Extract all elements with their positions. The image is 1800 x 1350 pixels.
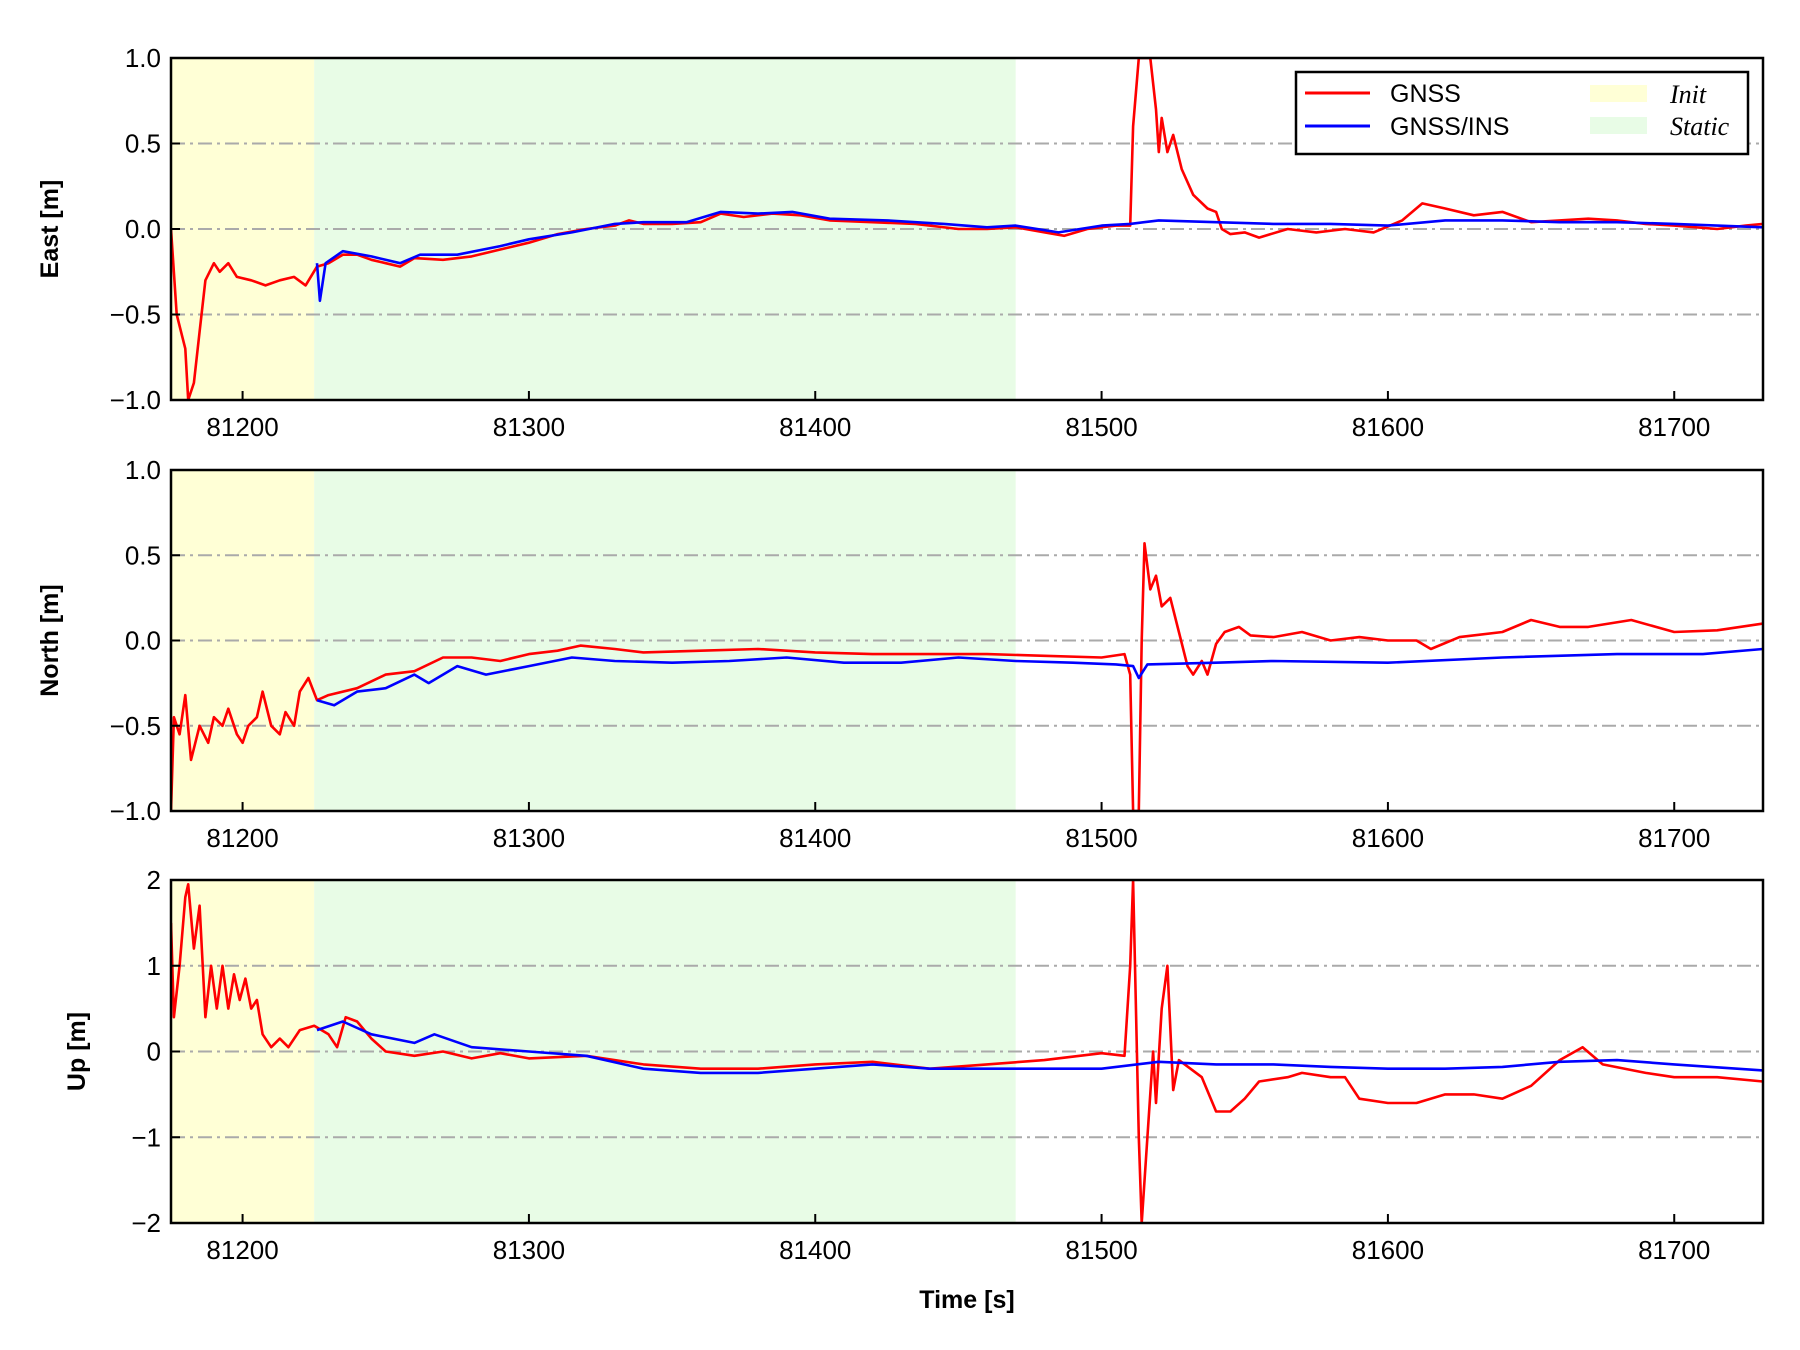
- x-tick-label: 81400: [779, 412, 851, 442]
- x-tick-label: 81300: [493, 1235, 565, 1265]
- legend-patch-static: [1590, 117, 1647, 134]
- y-tick-label: 0.5: [125, 540, 161, 570]
- x-tick-label: 81400: [779, 823, 851, 853]
- y-axis-label: Up [m]: [63, 1012, 91, 1091]
- series-gnss: [171, 58, 1763, 400]
- y-axis-label: East [m]: [36, 180, 64, 279]
- x-tick-label: 81200: [206, 412, 278, 442]
- x-tick-label: 81400: [779, 1235, 851, 1265]
- x-tick-label: 81300: [493, 412, 565, 442]
- y-tick-label: 0.0: [125, 214, 161, 244]
- x-tick-label: 81200: [206, 823, 278, 853]
- legend: GNSS GNSS/INS Init Static: [1294, 70, 1750, 156]
- legend-label-gnss-ins: GNSS/INS: [1390, 113, 1509, 141]
- panel-0: 81200 81300 81400 81500 81600 81700 1.0 0.5 0.0 −…: [36, 43, 1765, 442]
- x-tick-label: 81200: [206, 1235, 278, 1265]
- x-tick-label: 81600: [1352, 823, 1424, 853]
- x-tick-label: 81600: [1352, 1235, 1424, 1265]
- x-tick-label: 81500: [1065, 412, 1137, 442]
- series-gnss: [171, 880, 1763, 1223]
- y-tick-label: 1.0: [125, 455, 161, 485]
- x-tick-label: 81500: [1065, 823, 1137, 853]
- x-tick-label: 81700: [1638, 412, 1710, 442]
- panel-1: 81200 81300 81400 81500 81600 81700 1.0 0.5 0.0 −…: [36, 455, 1765, 853]
- y-tick-label: 0.0: [125, 626, 161, 656]
- x-tick-label: 81300: [493, 823, 565, 853]
- y-tick-label: −0.5: [110, 711, 161, 741]
- x-tick-label: 81700: [1638, 823, 1710, 853]
- y-tick-label: 1: [147, 951, 161, 981]
- y-tick-label: −1: [131, 1122, 161, 1152]
- x-tick-label: 81700: [1638, 1235, 1710, 1265]
- panel-2: 81200 81300 81400 81500 81600 81700 2 1 0 −1 −2 Up …: [63, 865, 1765, 1265]
- y-tick-label: −1.0: [110, 796, 161, 826]
- series-gnss-ins: [316, 1020, 1763, 1075]
- y-tick-label: −0.5: [110, 300, 161, 330]
- x-tick-label: 81500: [1065, 1235, 1137, 1265]
- y-tick-label: 0.5: [125, 129, 161, 159]
- y-tick-label: −1.0: [110, 385, 161, 415]
- x-axis-label: Time [s]: [919, 1286, 1014, 1314]
- y-tick-label: 1.0: [125, 43, 161, 73]
- y-axis-label: North [m]: [36, 584, 64, 696]
- y-tick-label: −2: [131, 1208, 161, 1238]
- y-tick-label: 0: [147, 1037, 161, 1067]
- legend-label-static: Static: [1670, 112, 1730, 141]
- series-gnss-ins: [315, 210, 1763, 303]
- x-tick-label: 81600: [1352, 412, 1424, 442]
- series-gnss: [171, 541, 1763, 811]
- legend-patch-init: [1590, 85, 1647, 102]
- legend-label-init: Init: [1669, 80, 1707, 109]
- legend-label-gnss: GNSS: [1390, 80, 1461, 108]
- y-tick-label: 2: [147, 865, 161, 895]
- series-gnss-ins: [316, 647, 1763, 707]
